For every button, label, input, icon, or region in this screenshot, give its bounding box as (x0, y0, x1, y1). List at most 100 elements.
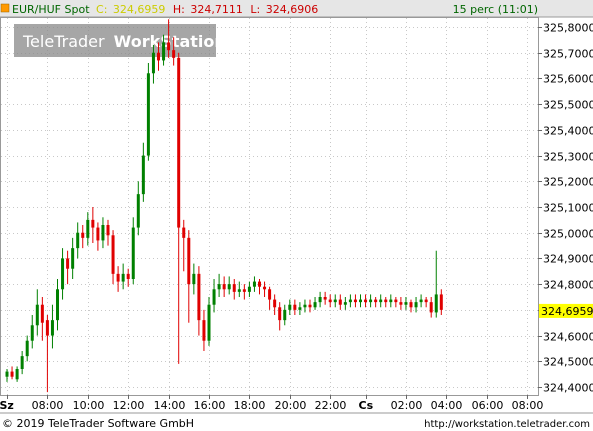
y-tick-label: 325,5000 (543, 99, 593, 112)
y-tick-label: 325,1000 (543, 202, 593, 215)
candle (333, 294, 337, 308)
candle-body (151, 52, 155, 74)
candle-body (101, 225, 105, 241)
candle (20, 351, 24, 375)
candle-body (111, 235, 115, 274)
candle (66, 250, 70, 285)
y-tick-label: 325,8000 (543, 22, 593, 35)
candle (45, 315, 49, 393)
candle (313, 297, 317, 310)
y-tick-label: 325,2000 (543, 176, 593, 189)
candle-body (247, 286, 251, 292)
candle (293, 299, 297, 315)
candle-body (217, 284, 221, 290)
candle (157, 42, 160, 71)
candle-body (379, 299, 383, 303)
candle (116, 266, 120, 292)
candle (247, 281, 251, 297)
candle-body (353, 299, 357, 303)
candle (303, 299, 307, 313)
candle (177, 52, 181, 364)
candle-body (182, 227, 186, 238)
candle (101, 217, 105, 249)
candle (258, 279, 261, 295)
candle-body (308, 304, 312, 308)
candles-group (5, 19, 443, 393)
candle-body (389, 299, 393, 303)
candle-body (25, 340, 29, 357)
x-tick-label: 10:00 (73, 399, 105, 412)
x-tick-label: 08:00 (512, 399, 544, 412)
candle (136, 181, 140, 236)
candle-body (343, 302, 347, 305)
x-axis: Sz 08:00 10:00 12:00 14:00 16:00 18:00 20:00 22:… (0, 395, 543, 412)
candle-body (359, 299, 362, 303)
candle (298, 302, 302, 315)
low-value: 324,6906 (266, 3, 319, 16)
candle-body (30, 325, 34, 341)
last-price-tag (539, 303, 593, 318)
candle-body (338, 299, 342, 305)
candle-body (419, 299, 423, 303)
website-link[interactable]: http://workstation.teletrader.com (424, 419, 590, 430)
candle (338, 294, 342, 310)
candle (197, 266, 201, 336)
candle-body (252, 281, 256, 287)
candle-body (106, 225, 110, 236)
candle-body (177, 57, 181, 228)
candle-body (303, 304, 307, 308)
candle-body (212, 289, 216, 305)
y-tick-label: 324,8000 (543, 279, 593, 292)
x-tick-label: 16:00 (194, 399, 226, 412)
candle-body (242, 289, 246, 292)
candle-body (76, 232, 80, 249)
candle (263, 281, 267, 297)
candle (268, 286, 272, 310)
candle-body (414, 302, 418, 308)
header-bar (0, 0, 593, 17)
candle-body (237, 289, 241, 292)
legend-swatch (0, 3, 10, 13)
candle (141, 142, 145, 202)
candle (106, 219, 110, 246)
plot-area (0, 17, 539, 396)
candle (389, 294, 393, 308)
candle (5, 369, 9, 382)
candle (30, 315, 34, 349)
y-tick-label: 324,6000 (543, 331, 593, 344)
high-value: 324,7111 (190, 3, 243, 16)
candle-body (369, 299, 373, 303)
svg-text:EUR/HUF Spot C: 324,69: EUR/HUF Spot C: 324,6959 H: 324,7111 L: … (12, 3, 318, 16)
candle-body (56, 289, 59, 321)
candle-body (434, 294, 438, 313)
x-tick-label: 14:00 (154, 399, 186, 412)
candle (111, 230, 115, 285)
y-axis: 324,4000324,5000324,6000324,7000324,8000… (538, 22, 593, 395)
x-tick-label: Cs (359, 399, 374, 412)
x-tick-label: 06:00 (472, 399, 504, 412)
candle (121, 263, 125, 290)
candle (50, 304, 54, 349)
candle (56, 279, 59, 331)
x-tick-label: Sz (0, 399, 14, 412)
grid-lines (1, 18, 538, 395)
candle-body (283, 309, 287, 321)
y-tick-label: 325,0000 (543, 228, 593, 241)
candle (86, 212, 90, 246)
candle (227, 276, 231, 295)
candle (15, 366, 19, 382)
candle (364, 294, 368, 308)
candle (187, 230, 191, 323)
y-tick-label: 324,5000 (543, 356, 593, 369)
candle-body (10, 371, 14, 377)
candle (343, 297, 347, 310)
candle-body (424, 299, 428, 303)
candle (182, 219, 186, 272)
candle (242, 284, 246, 300)
candle (35, 289, 39, 336)
candle (409, 299, 413, 313)
last-price-value: 324,6959 (541, 305, 593, 318)
watermark-brand: TeleTrader (22, 32, 105, 51)
candle (318, 291, 322, 308)
